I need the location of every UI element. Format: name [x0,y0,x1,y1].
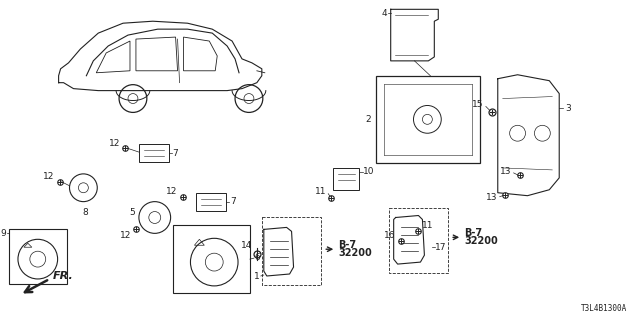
Text: FR.: FR. [52,271,74,281]
Text: 1: 1 [254,272,260,282]
Text: 11: 11 [315,187,326,196]
Text: 6: 6 [254,253,260,262]
Bar [173,225,250,293]
Text: 10: 10 [363,167,374,176]
Text: T3L4B1300A: T3L4B1300A [580,304,627,313]
Text: 7: 7 [173,148,179,157]
Text: 3: 3 [565,104,571,113]
Bar [9,229,67,284]
Text: 13: 13 [486,193,498,202]
Text: 17: 17 [435,243,447,252]
Text: 8: 8 [83,208,88,217]
Text: 12: 12 [120,231,131,240]
Bar [139,144,169,162]
Text: B-7: B-7 [338,240,356,250]
Text: 14: 14 [241,241,252,250]
Text: 32200: 32200 [464,236,498,246]
Bar [376,76,480,163]
Text: 32200: 32200 [338,248,372,258]
Text: 13: 13 [500,167,511,176]
Text: 12: 12 [109,139,120,148]
Text: B-7: B-7 [464,228,482,238]
Text: 12: 12 [166,187,177,196]
Text: 15: 15 [472,100,484,109]
Bar [388,208,448,273]
Text: 4: 4 [381,9,387,18]
Text: 11: 11 [422,221,434,230]
Text: 2: 2 [365,115,371,124]
Bar [333,168,359,190]
Bar [262,218,321,285]
Text: 16: 16 [384,231,396,240]
Text: 5: 5 [129,208,135,217]
Text: 12: 12 [44,172,54,181]
Text: 7: 7 [230,197,236,206]
Bar [196,193,226,211]
Text: 9: 9 [0,229,6,238]
